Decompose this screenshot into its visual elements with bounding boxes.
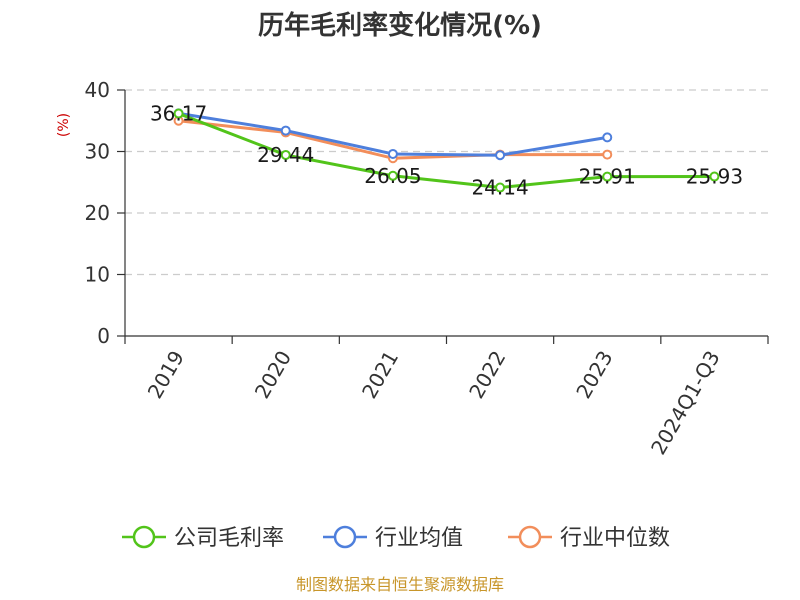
series-point-1 bbox=[387, 148, 398, 159]
axes: 0 10 20 30 40 2019 2020 2021 2022 2023 2024Q1-Q3 bbox=[85, 78, 769, 459]
y-tick-label: 20 bbox=[85, 201, 110, 225]
data-labels: 36.17 29.44 26.05 24.14 25.91 25.93 bbox=[150, 102, 743, 200]
data-label: 29.44 bbox=[257, 143, 314, 167]
series-point-0 bbox=[173, 108, 184, 119]
source-note: 制图数据来自恒生聚源数据库 bbox=[296, 575, 504, 594]
series-line-1 bbox=[178, 111, 608, 157]
data-label: 24.14 bbox=[471, 176, 528, 200]
legend-item[interactable]: 行业中位数 bbox=[508, 525, 670, 551]
x-tick-label: 2023 bbox=[571, 347, 617, 403]
series-point-1 bbox=[280, 125, 291, 136]
x-tick-label: 2022 bbox=[464, 347, 510, 403]
legend-marker bbox=[333, 525, 357, 549]
x-tick-label: 2021 bbox=[357, 347, 403, 403]
data-label: 26.05 bbox=[364, 164, 421, 188]
legend-marker bbox=[518, 525, 542, 549]
y-unit-label: (%) bbox=[56, 113, 72, 137]
y-tick-label: 10 bbox=[85, 263, 110, 287]
series-point-1 bbox=[495, 150, 506, 161]
y-tick-label: 0 bbox=[97, 324, 110, 348]
legend-marker bbox=[132, 525, 156, 549]
series-point-1 bbox=[602, 132, 613, 143]
x-tick-label: 2024Q1-Q3 bbox=[646, 347, 725, 459]
x-tick-label: 2020 bbox=[250, 347, 296, 403]
series-point-0 bbox=[387, 170, 398, 181]
data-label: 25.93 bbox=[686, 165, 743, 189]
series-point-0 bbox=[709, 171, 720, 182]
chart-title: 历年毛利率变化情况(%) bbox=[258, 10, 542, 41]
legend-item[interactable]: 行业均值 bbox=[323, 525, 463, 551]
legend-label: 公司毛利率 bbox=[174, 526, 284, 551]
series-point-0 bbox=[495, 182, 506, 193]
legend-label: 行业中位数 bbox=[560, 526, 670, 551]
series-line-0 bbox=[178, 112, 715, 190]
data-label: 36.17 bbox=[150, 102, 207, 126]
legend-label: 行业均值 bbox=[375, 526, 463, 551]
data-label: 25.91 bbox=[579, 165, 636, 189]
y-tick-label: 30 bbox=[85, 140, 110, 164]
series-point-2 bbox=[602, 149, 613, 160]
y-tick-label: 40 bbox=[85, 78, 110, 102]
series-point-0 bbox=[602, 171, 613, 182]
series-group bbox=[173, 108, 720, 193]
series-point-0 bbox=[280, 149, 291, 160]
x-tick-label: 2019 bbox=[143, 347, 189, 403]
legend-item[interactable]: 公司毛利率 bbox=[122, 525, 284, 551]
legend: 公司毛利率 行业均值 行业中位数 bbox=[122, 525, 670, 551]
